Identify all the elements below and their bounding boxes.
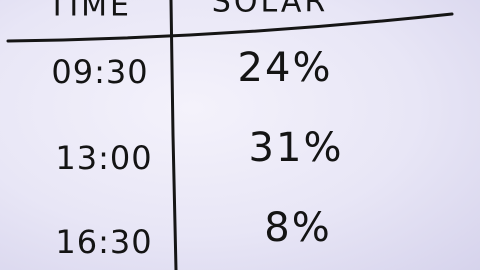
percent-cell: 31% <box>248 125 344 171</box>
percent-cell: 8% <box>264 205 332 251</box>
header-cell: SOLAR <box>211 0 329 20</box>
time-cell: 16:30 <box>55 223 153 261</box>
column-rule <box>169 0 178 270</box>
header-rule <box>6 12 454 43</box>
time-cell: 09:30 <box>51 53 149 91</box>
percent-cell: 24% <box>237 45 333 91</box>
time-cell: 13:00 <box>55 139 153 177</box>
header-cell: TIME <box>47 0 133 24</box>
